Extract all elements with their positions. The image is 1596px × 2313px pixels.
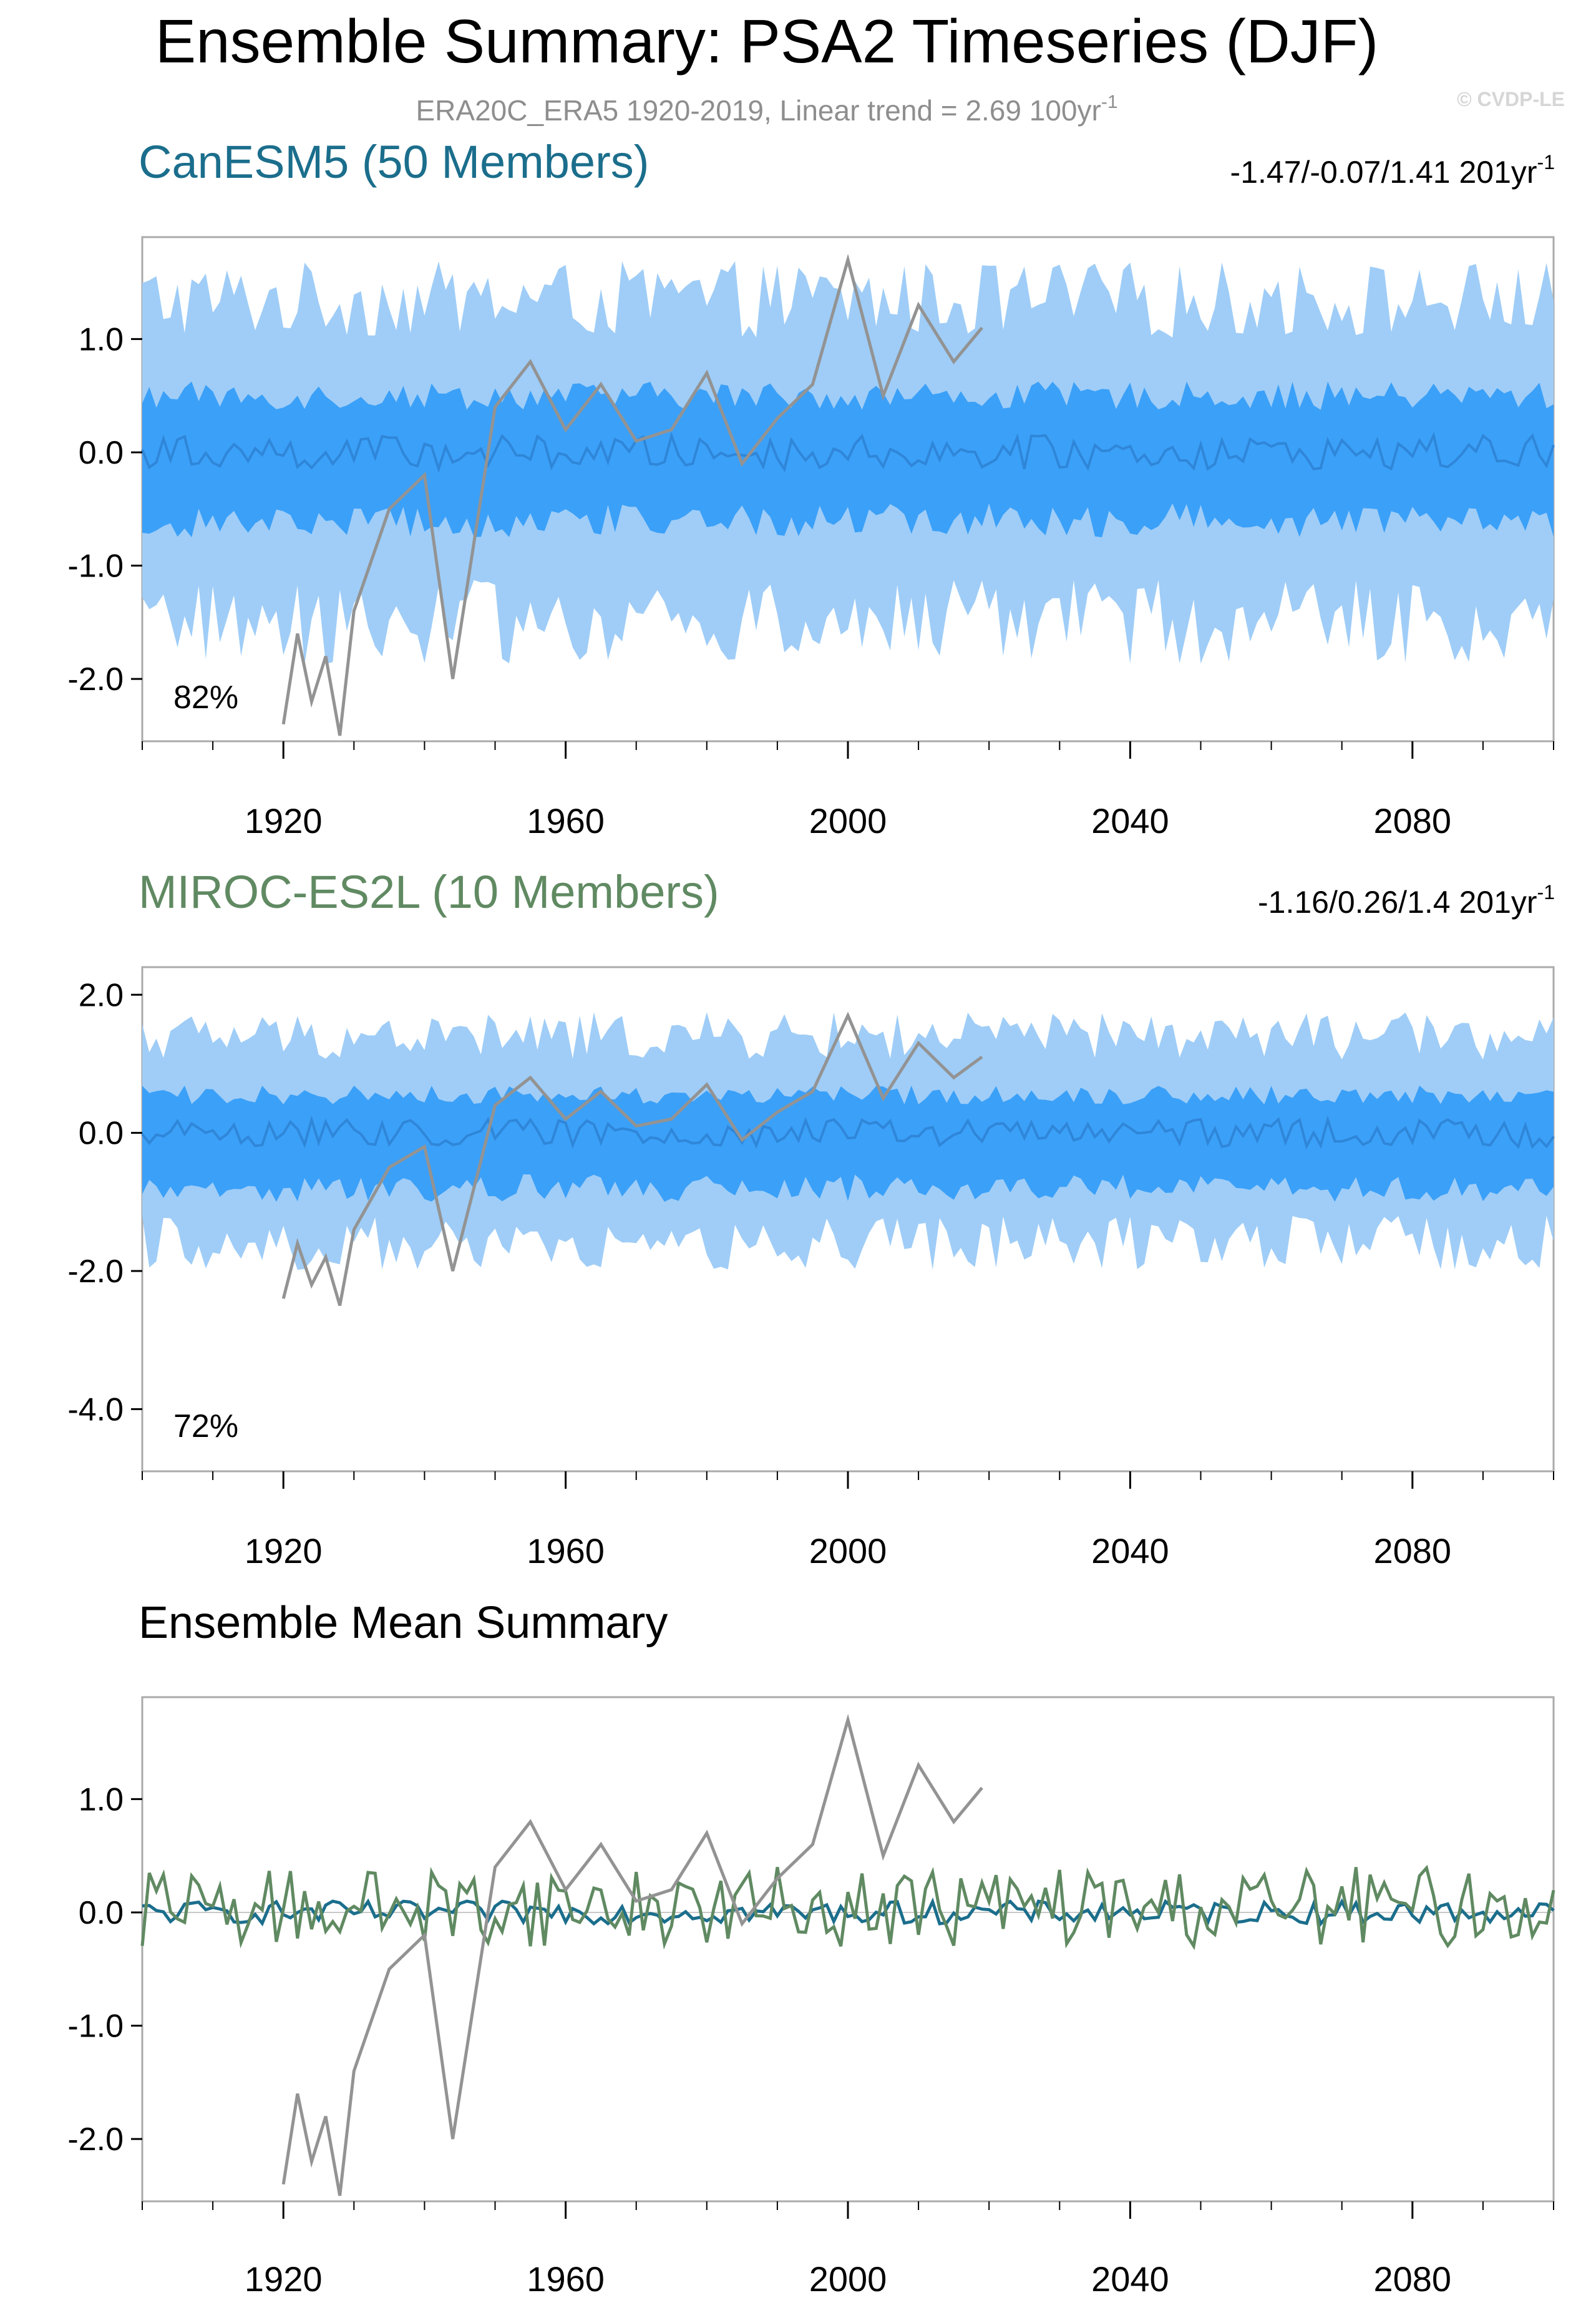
x-tick-label: 2080: [1374, 801, 1452, 840]
y-tick-label: -2.0: [67, 2121, 124, 2158]
x-tick-label: 1960: [527, 1531, 605, 1570]
watermark-logo: © CVDP-LE: [1457, 88, 1565, 110]
x-tick-label: 2000: [809, 801, 887, 840]
x-tick-label: 2040: [1091, 1531, 1169, 1570]
y-tick-label: -2.0: [67, 661, 124, 698]
percent-label-canesm5: 82%: [173, 679, 238, 716]
ensemble-mean-line: [141, 1115, 1555, 1150]
plot-frame: [141, 1696, 1555, 2203]
figure-title: Ensemble Summary: PSA2 Timeseries (DJF): [155, 7, 1378, 75]
observed-line: [281, 1713, 983, 2196]
x-tick-label: 2080: [1374, 1531, 1452, 1570]
y-tick-label: 2.0: [79, 977, 124, 1013]
x-tick-label: 2000: [809, 2259, 887, 2299]
y-tick-label: -1.0: [67, 548, 124, 585]
percent-label-miroc: 72%: [173, 1408, 238, 1444]
y-tick-label: 0.0: [79, 1116, 124, 1152]
inner-spread-band: [142, 1085, 1554, 1202]
y-tick-label: 0.0: [79, 435, 124, 471]
x-tick-label: 1920: [245, 801, 323, 840]
x-tick-label: 2080: [1374, 2259, 1452, 2299]
panel-ensemble-mean: Ensemble Mean Summary 1.0 0.0 -1.0 -2.0 1920…: [67, 1598, 1555, 2299]
x-tick-label: 2040: [1091, 2259, 1169, 2299]
x-tick-label: 1960: [527, 2259, 605, 2299]
panel-title-canesm5: CanESM5 (50 Members): [139, 136, 649, 188]
observed-line: [281, 1011, 983, 1307]
plot-area-ensemble-mean: 1.0 0.0 -1.0 -2.0 1920 1960 2000 2040 2080: [67, 1696, 1555, 2299]
panel-title-ensemble-mean: Ensemble Mean Summary: [139, 1598, 668, 1648]
miroc-mean-line: [140, 1864, 1555, 1950]
subtitle-sup: -1: [1101, 92, 1118, 112]
panel-title-miroc: MIROC-ES2L (10 Members): [139, 866, 719, 918]
ensemble-mean-line: [141, 431, 1555, 474]
x-tick-label: 2040: [1091, 801, 1169, 840]
x-tick-label: 2000: [809, 1531, 887, 1570]
trend-label-canesm5: -1.47/-0.07/1.41 201yr-1: [1230, 151, 1555, 190]
y-tick-label: 0.0: [79, 1895, 124, 1931]
panel-miroc: MIROC-ES2L (10 Members) -1.16/0.26/1.4 2…: [67, 866, 1555, 1570]
subtitle-main: ERA20C_ERA5 1920-2019, Linear trend = 2.…: [416, 94, 1101, 127]
y-tick-label: 1.0: [79, 1781, 124, 1818]
plot-area-canesm5: 1.0 0.0 -1.0 -2.0 1920 1960 2000 2040 2080: [67, 236, 1555, 840]
observed-line: [281, 253, 983, 736]
x-tick-label: 1920: [245, 2259, 323, 2299]
x-tick-label: 1960: [527, 801, 605, 840]
y-tick-label: -1.0: [67, 2009, 124, 2045]
panel-canesm5: CanESM5 (50 Members) -1.47/-0.07/1.41 20…: [67, 136, 1555, 840]
y-tick-label: -4.0: [67, 1391, 124, 1428]
figure-subtitle: ERA20C_ERA5 1920-2019, Linear trend = 2.…: [416, 92, 1117, 127]
y-tick-label: 1.0: [79, 321, 124, 358]
y-tick-label: -2.0: [67, 1254, 124, 1290]
plot-area-miroc: 2.0 0.0 -2.0 -4.0 1920 1960 2000 2040 2080: [67, 966, 1555, 1570]
x-tick-label: 1920: [245, 1531, 323, 1570]
trend-label-miroc: -1.16/0.26/1.4 201yr-1: [1258, 881, 1555, 920]
